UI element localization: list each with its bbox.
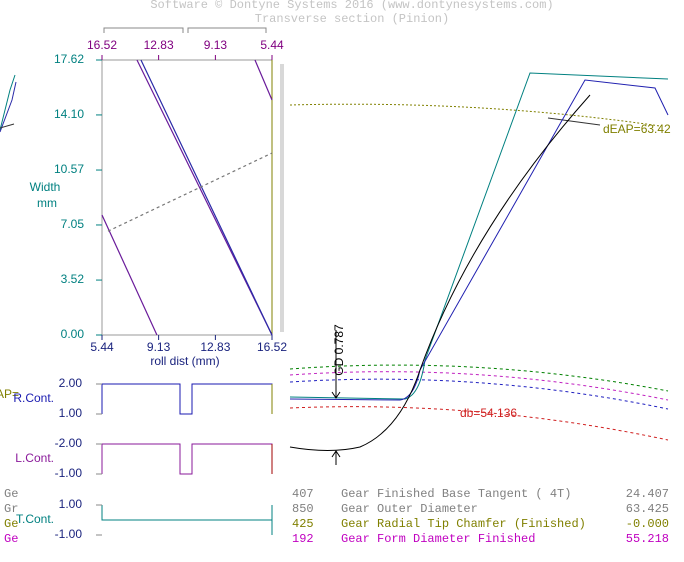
y-tick-label: -1.00 (55, 466, 83, 480)
db-label: db=54.136 (460, 406, 517, 420)
gd-label: GD 0.787 (332, 324, 346, 376)
x-tick-label: 9.13 (147, 340, 171, 354)
contact-traces (101, 383, 273, 535)
x2-tick-label: 5.44 (260, 38, 284, 52)
row-name: Gear Finished Base Tangent ( 4T) (341, 487, 571, 501)
row-cut: Ge (4, 532, 18, 546)
y-tick-label: 1.00 (59, 497, 83, 511)
contact-label: T.Cont. (16, 512, 54, 526)
x-axis-label: roll dist (mm) (150, 354, 219, 368)
x2-tick-label: 12.83 (144, 38, 174, 52)
subtitle: Transverse section (Pinion) (255, 12, 449, 26)
scrollbar-top (103, 27, 267, 33)
y-tick-label: 3.52 (61, 272, 85, 286)
y-tick-label: 1.00 (59, 406, 83, 420)
row-value: 63.425 (626, 502, 669, 516)
section-plot (289, 72, 669, 465)
y-tick-label: -1.00 (55, 527, 83, 541)
y-tick-label: -2.00 (55, 436, 83, 450)
row-name: Gear Outer Diameter (341, 502, 478, 516)
y-tick-label: 0.00 (61, 327, 85, 341)
row-code: 850 (292, 502, 314, 516)
row-value: 55.218 (626, 532, 669, 546)
contact-label: R.Cont. (13, 391, 54, 405)
x-tick-label: 5.44 (90, 340, 114, 354)
y-axis-unit: mm (37, 196, 57, 210)
row-code: 407 (292, 487, 314, 501)
contact-label: L.Cont. (15, 451, 54, 465)
row-value: -0.000 (626, 517, 669, 531)
row-code: 192 (292, 532, 314, 546)
row-value: 24.407 (626, 487, 669, 501)
row-cut: Gr (4, 502, 18, 516)
left-edge-curves (0, 74, 17, 133)
x2-tick-label: 9.13 (204, 38, 228, 52)
roll-line (140, 59, 273, 336)
deap-label: dEAP=63.42 (603, 122, 671, 136)
y-tick-label: 10.57 (54, 162, 84, 176)
y-tick-label: 7.05 (61, 217, 85, 231)
x-tick-label: 16.52 (257, 340, 287, 354)
roll-line (136, 59, 273, 336)
row-name: Gear Radial Tip Chamfer (Finished) (341, 517, 586, 531)
row-code: 425 (292, 517, 314, 531)
roll-line (254, 59, 273, 101)
y-tick-label: 17.62 (54, 52, 84, 66)
copyright: Software © Dontyne Systems 2016 (www.don… (150, 0, 553, 12)
left-cut-label: AP= (0, 387, 19, 401)
y-tick-label: 2.00 (59, 376, 83, 390)
row-cut: Ge (4, 517, 18, 531)
y-axis-label: Width (30, 180, 61, 194)
x2-tick-label: 16.52 (87, 38, 117, 52)
scrollbar-right (280, 64, 284, 332)
x-tick-label: 12.83 (200, 340, 230, 354)
roll-line (107, 152, 273, 232)
row-name: Gear Form Diameter Finished (341, 532, 535, 546)
row-cut: Ge (4, 487, 18, 501)
roll-line (101, 214, 158, 336)
y-tick-label: 14.10 (54, 107, 84, 121)
